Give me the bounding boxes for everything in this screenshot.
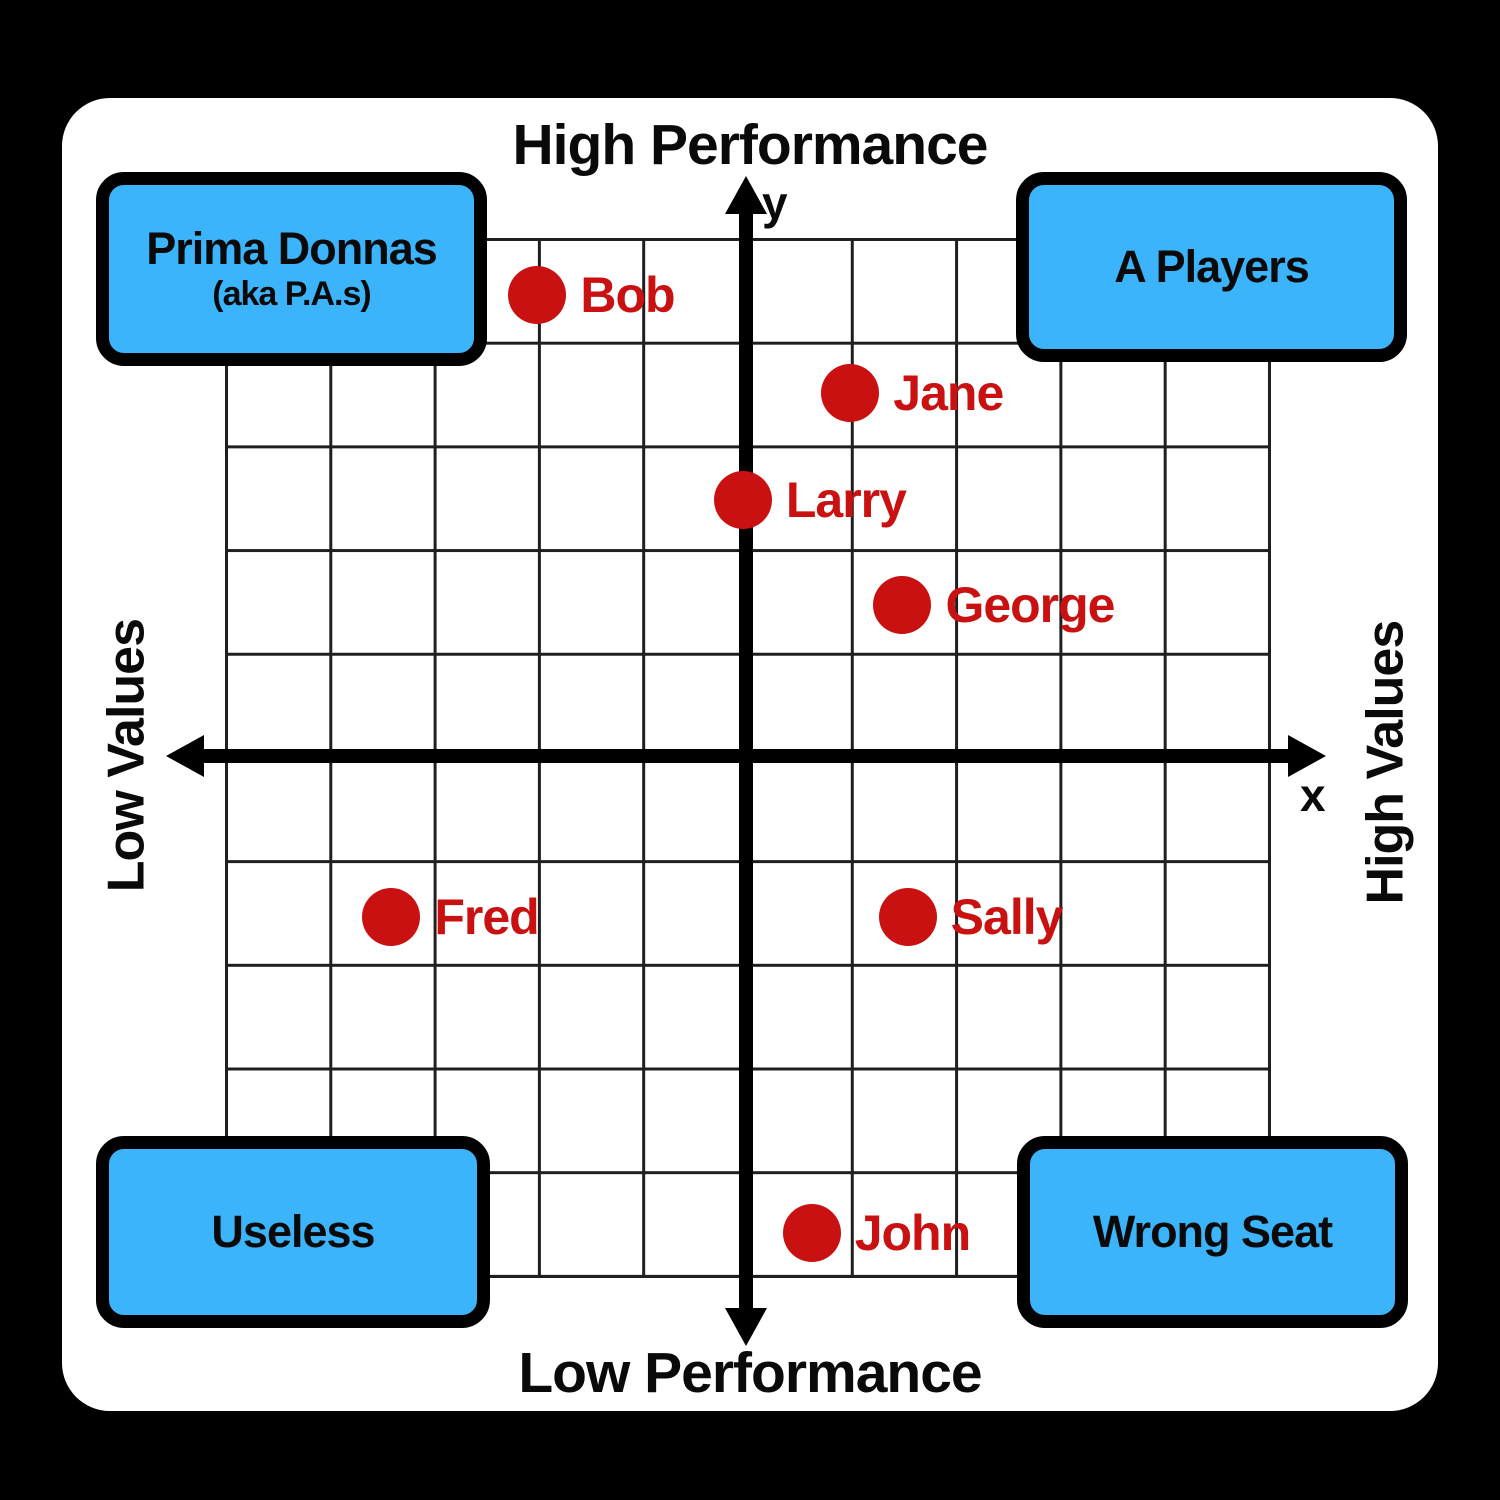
arrow-down-icon <box>725 1308 767 1346</box>
quadrant-box-prima-donnas: Prima Donnas (aka P.A.s) <box>96 172 487 366</box>
quadrant-title: Useless <box>211 1206 375 1258</box>
axis-label-low-values: Low Values <box>97 618 156 893</box>
x-axis <box>192 749 1298 763</box>
quadrant-box-a-players: A Players <box>1016 172 1407 362</box>
arrow-left-icon <box>166 735 204 777</box>
y-axis <box>739 204 753 1334</box>
quadrant-title: Prima Donnas <box>146 222 438 274</box>
quadrant-box-wrong-seat: Wrong Seat <box>1017 1136 1408 1328</box>
quadrant-box-useless: Useless <box>96 1136 490 1328</box>
quadrant-title: Wrong Seat <box>1092 1206 1333 1258</box>
axis-label-high-values: High Values <box>1356 620 1415 905</box>
y-axis-symbol: y <box>762 177 788 229</box>
arrow-right-icon <box>1288 735 1326 777</box>
arrow-up-icon <box>725 176 767 214</box>
x-axis-symbol: x <box>1300 769 1326 821</box>
axis-label-low-performance: Low Performance <box>518 1341 982 1405</box>
axis-label-high-performance: High Performance <box>512 113 989 177</box>
quadrant-subtitle: (aka P.A.s) <box>212 275 371 314</box>
quadrant-title: A Players <box>1114 241 1309 293</box>
